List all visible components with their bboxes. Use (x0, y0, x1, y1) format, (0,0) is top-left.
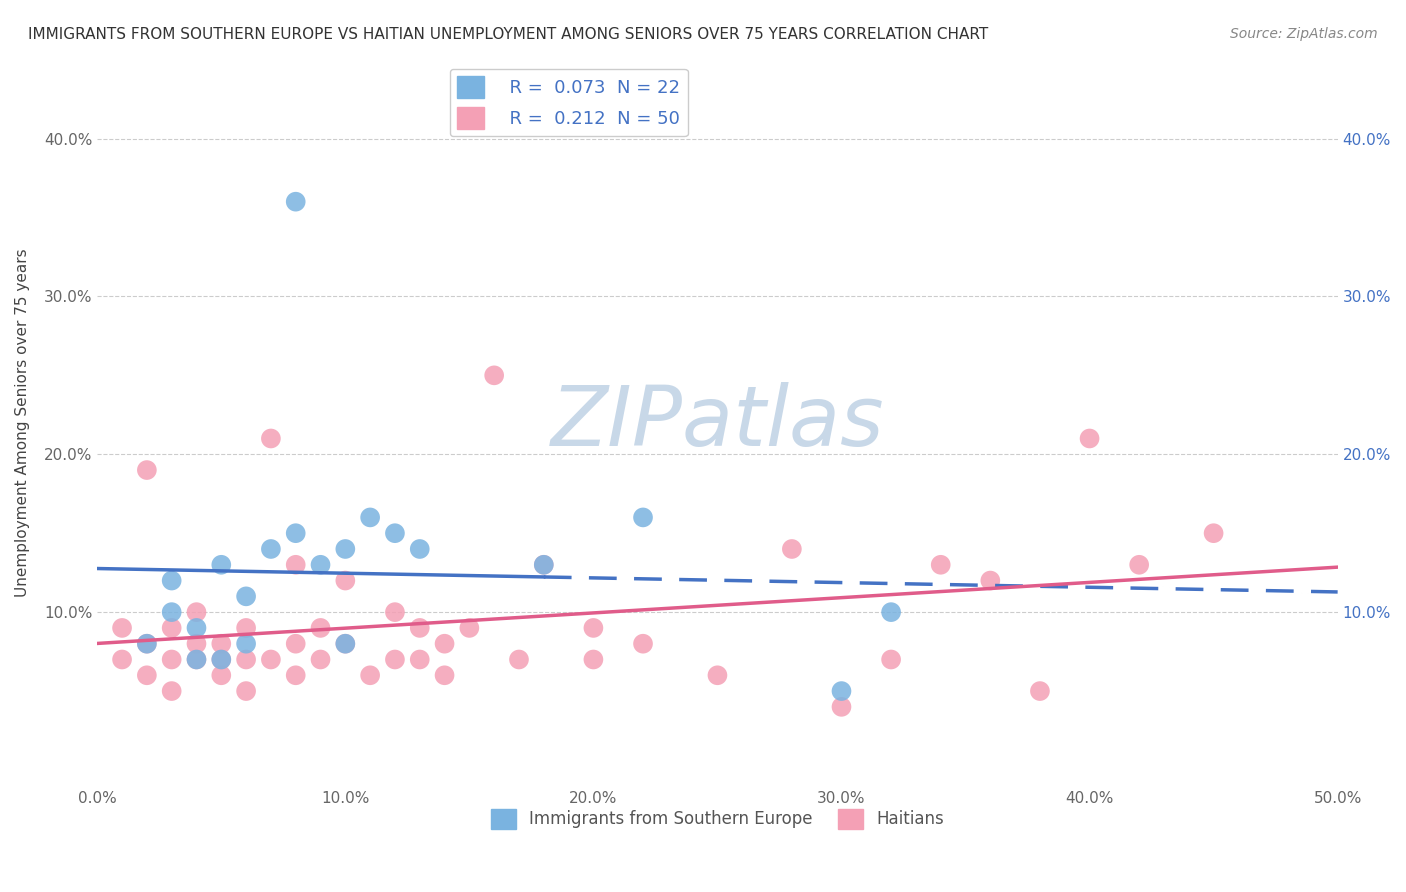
Point (359, 510, 381, 524)
Point (830, 684, 852, 698)
Point (111, 652, 134, 666)
Point (880, 652, 903, 666)
Point (160, 574, 183, 588)
Point (309, 558, 332, 572)
Point (309, 621, 332, 635)
Point (160, 605, 183, 619)
Point (409, 652, 432, 666)
Point (335, 574, 357, 588)
Point (409, 541, 432, 556)
Point (631, 510, 654, 524)
Point (284, 637, 307, 651)
Point (1128, 558, 1150, 572)
Point (582, 652, 605, 666)
Point (780, 541, 803, 556)
Point (384, 605, 406, 619)
Point (335, 637, 357, 651)
Point (186, 652, 208, 666)
Point (533, 558, 555, 572)
Point (284, 558, 307, 572)
Point (582, 621, 605, 635)
Point (631, 637, 654, 651)
Point (335, 637, 357, 651)
Point (433, 668, 456, 682)
Point (284, 526, 307, 541)
Text: ZIPatlas: ZIPatlas (551, 382, 884, 463)
Point (235, 621, 257, 635)
Point (482, 368, 505, 383)
Point (706, 668, 728, 682)
Point (209, 652, 232, 666)
Point (186, 621, 208, 635)
Point (260, 541, 283, 556)
Point (235, 684, 257, 698)
Point (260, 432, 283, 446)
Point (209, 652, 232, 666)
Point (433, 637, 456, 651)
Point (209, 637, 232, 651)
Point (284, 194, 307, 209)
Point (533, 558, 555, 572)
Point (929, 558, 952, 572)
Point (135, 637, 157, 651)
Point (209, 668, 232, 682)
Point (160, 621, 183, 635)
Point (235, 637, 257, 651)
Point (284, 668, 307, 682)
Text: IMMIGRANTS FROM SOUTHERN EUROPE VS HAITIAN UNEMPLOYMENT AMONG SENIORS OVER 75 YE: IMMIGRANTS FROM SOUTHERN EUROPE VS HAITI… (28, 27, 988, 42)
Legend: Immigrants from Southern Europe, Haitians: Immigrants from Southern Europe, Haitian… (484, 802, 950, 836)
Point (830, 699, 852, 714)
Point (111, 621, 134, 635)
Point (260, 652, 283, 666)
Point (335, 541, 357, 556)
Point (1202, 526, 1225, 541)
Text: Source: ZipAtlas.com: Source: ZipAtlas.com (1230, 27, 1378, 41)
Point (186, 637, 208, 651)
Point (135, 637, 157, 651)
Point (309, 652, 332, 666)
Point (160, 652, 183, 666)
Point (409, 621, 432, 635)
Point (384, 652, 406, 666)
Point (235, 652, 257, 666)
Y-axis label: Unemployment Among Seniors over 75 years: Unemployment Among Seniors over 75 years (15, 248, 30, 597)
Point (458, 621, 481, 635)
Point (979, 574, 1001, 588)
Point (186, 605, 208, 619)
Point (880, 605, 903, 619)
Point (384, 526, 406, 541)
Point (135, 463, 157, 477)
Point (508, 652, 530, 666)
Point (135, 668, 157, 682)
Point (160, 684, 183, 698)
Point (1078, 432, 1101, 446)
Point (1029, 684, 1052, 698)
Point (209, 558, 232, 572)
Point (359, 668, 381, 682)
Point (235, 590, 257, 604)
Point (186, 652, 208, 666)
